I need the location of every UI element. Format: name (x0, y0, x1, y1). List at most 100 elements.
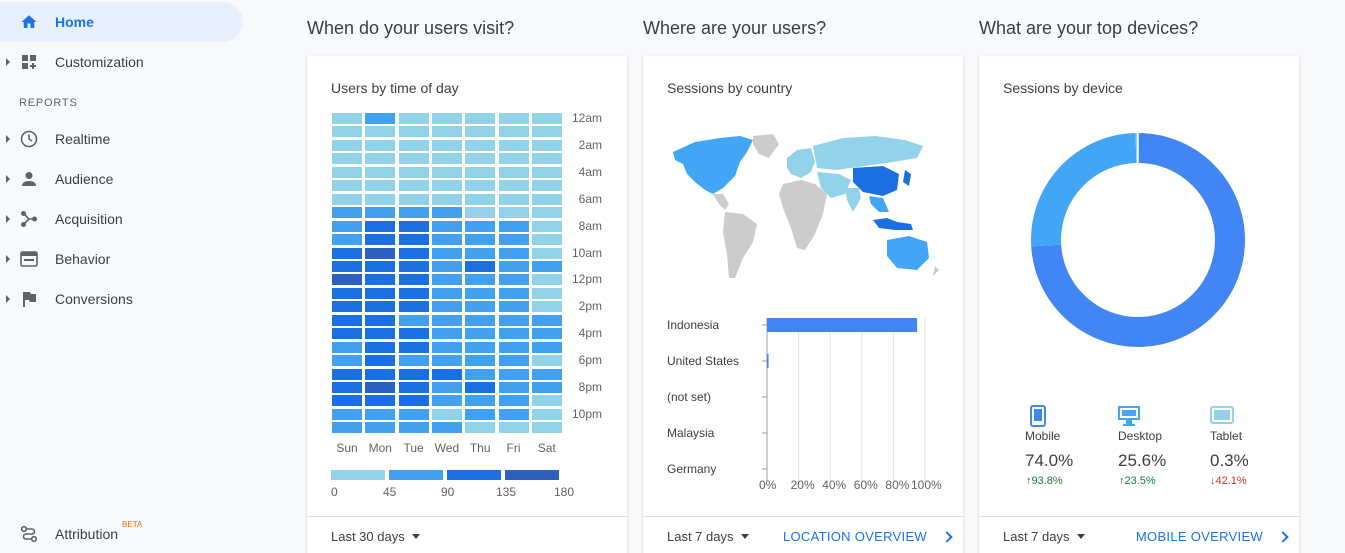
heatmap-day-label: Tue (403, 441, 424, 455)
heatmap-cell (365, 395, 396, 407)
map-russia (813, 136, 923, 170)
heatmap-cell (431, 368, 462, 380)
desktop-percentage: 25.6% (1118, 451, 1167, 470)
heatmap-cell (498, 274, 529, 286)
expand-caret-icon (6, 135, 10, 143)
heatmap-cell (531, 382, 562, 393)
heatmap-cell (465, 260, 496, 272)
heatmap-cell (465, 153, 496, 165)
nav-conversions[interactable]: Conversions (0, 279, 243, 319)
heatmap-cell (431, 355, 462, 367)
heatmap-cell (398, 220, 429, 232)
date-range-label: Last 30 days (331, 529, 405, 544)
heatmap-day-label: Thu (469, 441, 491, 455)
heatmap-cell (465, 395, 496, 407)
heatmap-cell (465, 113, 496, 124)
nav-audience[interactable]: Audience (0, 159, 243, 199)
heatmap-cell (398, 314, 429, 326)
heatmap-cell (431, 341, 462, 353)
heatmap-cell (332, 395, 362, 407)
heatmap-cell (365, 207, 396, 219)
heatmap-hour-label: 12pm (571, 272, 602, 287)
nav-acquisition[interactable]: Acquisition (0, 199, 243, 239)
heatmap-day-label: Fri (506, 441, 521, 455)
heatmap-hour-label: 6am (578, 191, 602, 206)
attribution-text: Attribution (55, 526, 119, 542)
heatmap-cell (398, 247, 429, 259)
location-overview-link[interactable]: LOCATION OVERVIEW (783, 529, 955, 544)
expand-caret-icon (6, 295, 10, 303)
heatmap-cell (465, 328, 496, 340)
dropdown-caret-icon (740, 534, 749, 539)
desktop-change: ↑23.5% (1119, 475, 1156, 487)
heatmap-cell (398, 234, 429, 246)
map-africa (779, 180, 827, 250)
sidebar: Home Customization REPORTS Realtime Audi… (0, 0, 250, 553)
heatmap-cell (498, 395, 529, 407)
heatmap-cell (398, 408, 429, 420)
axis-tick-label: 0% (759, 478, 777, 492)
mobile-overview-label: MOBILE OVERVIEW (1135, 529, 1263, 544)
heatmap-cell (431, 287, 462, 299)
nav-behavior[interactable]: Behavior (0, 239, 243, 279)
heatmap-cell (332, 113, 362, 124)
heatmap-cell (332, 180, 362, 192)
expand-caret-icon (6, 255, 10, 263)
heatmap-cell (398, 153, 429, 165)
reports-section-label: REPORTS (19, 97, 78, 109)
axis-tick-label: 60% (853, 478, 878, 492)
heatmap-cell (498, 234, 529, 246)
card-title: Sessions by country (667, 80, 793, 96)
mobile-change-value: 93.8% (1031, 475, 1063, 487)
nav-attribution[interactable]: AttributionBETA (0, 514, 243, 553)
heatmap-cell (465, 301, 496, 313)
heatmap-cell (365, 341, 396, 353)
heatmap-cell (398, 341, 429, 353)
map-india (845, 188, 861, 212)
map-japan (903, 170, 911, 186)
home-icon (20, 13, 38, 31)
heatmap-cell (365, 382, 396, 393)
heatmap-cell (332, 382, 362, 393)
heatmap-hour-label: 8pm (578, 380, 602, 394)
heatmap-day-label: Sat (537, 441, 556, 455)
heatmap-cell (398, 274, 429, 286)
date-range-dropdown[interactable]: Last 30 days (331, 529, 420, 544)
device-donut-chart (1031, 133, 1245, 347)
date-range-dropdown[interactable]: Last 7 days (667, 529, 749, 544)
country-label: Malaysia (667, 426, 715, 440)
heatmap-day-label: Sun (336, 441, 358, 455)
heatmap-cell (398, 193, 429, 205)
heatmap-hour-label: 2am (578, 137, 602, 152)
heatmap-cell (431, 274, 462, 286)
heatmap-cell (431, 328, 462, 340)
dropdown-caret-icon (411, 534, 420, 539)
sessions-by-country-card: Sessions by country Indonesia United Stat (643, 56, 963, 553)
heatmap-cell (431, 126, 462, 138)
heatmap-cell (332, 301, 362, 313)
heatmap-cell (431, 153, 462, 165)
nav-conversions-label: Conversions (55, 291, 133, 307)
date-range-dropdown[interactable]: Last 7 days (1003, 529, 1085, 544)
nav-customization[interactable]: Customization (0, 42, 243, 82)
desktop-icon (1117, 405, 1141, 432)
heatmap-cell (498, 301, 529, 313)
map-china (853, 166, 899, 196)
nav-realtime[interactable]: Realtime (0, 119, 243, 159)
heatmap-cell (465, 166, 496, 178)
heatmap-cell (398, 287, 429, 299)
heatmap-cell (332, 247, 362, 259)
heatmap-cell (365, 153, 396, 165)
heatmap-cell (531, 234, 562, 246)
axis-tick-label: 80% (885, 478, 910, 492)
axis-tick-label: 100% (911, 478, 942, 492)
map-new-zealand (933, 266, 939, 276)
heatmap-cell (465, 314, 496, 326)
country-label: Germany (667, 462, 717, 476)
heatmap-cell (332, 314, 362, 326)
mobile-overview-link[interactable]: MOBILE OVERVIEW (1136, 529, 1291, 544)
heatmap-cell (498, 355, 529, 367)
map-indonesia (873, 218, 913, 230)
nav-home[interactable]: Home (0, 2, 243, 42)
heatmap-cell (498, 341, 529, 353)
